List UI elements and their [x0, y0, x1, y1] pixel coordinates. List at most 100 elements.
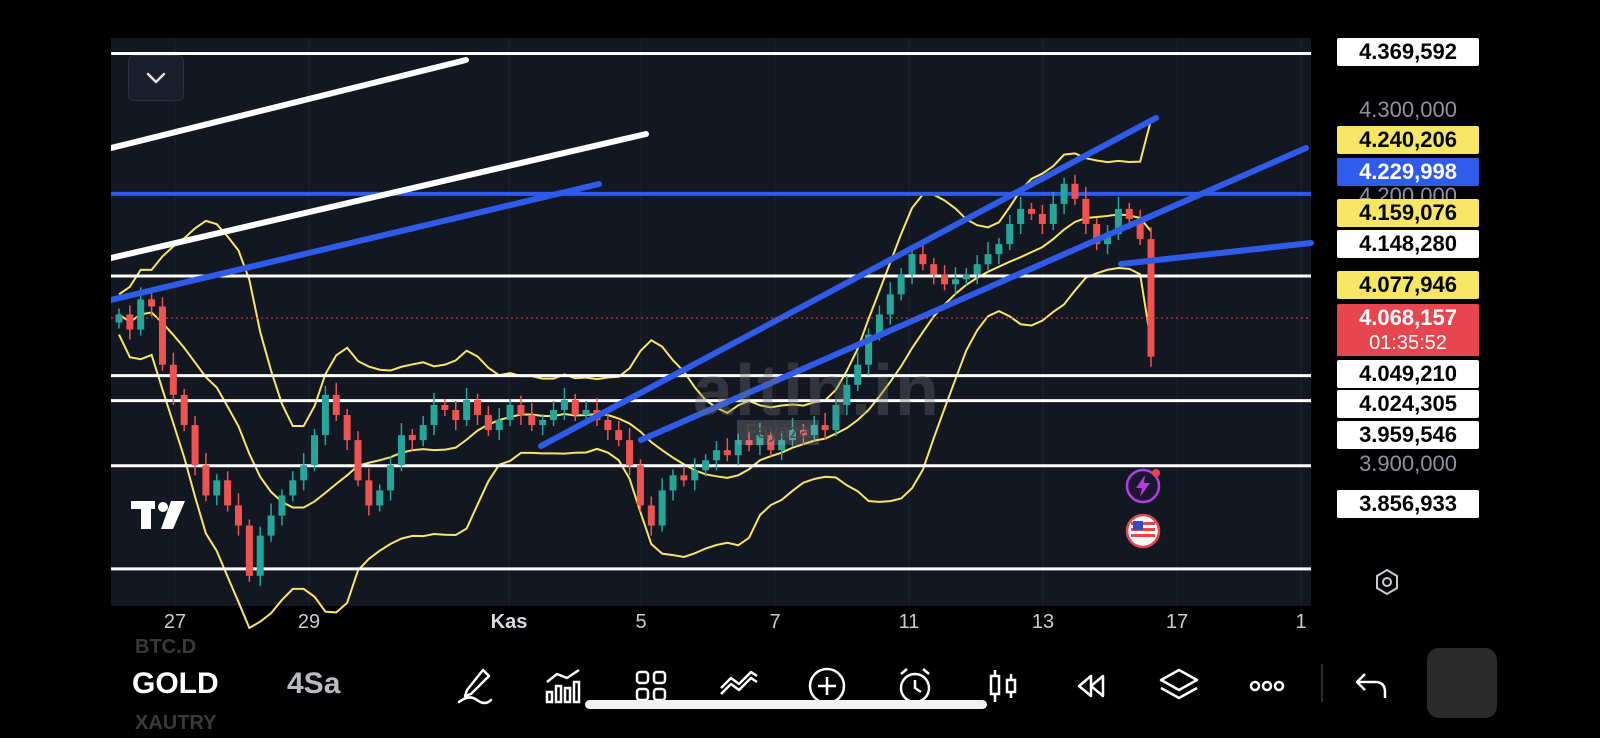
candle[interactable] — [245, 525, 253, 576]
candle[interactable] — [1104, 234, 1112, 245]
chart-settings-icon[interactable] — [1373, 568, 1401, 596]
indicators-icon[interactable] — [541, 664, 585, 708]
candle[interactable] — [539, 420, 547, 426]
candle[interactable] — [1071, 183, 1079, 199]
candle[interactable] — [213, 480, 221, 496]
candle[interactable] — [311, 435, 319, 466]
price-chart[interactable] — [111, 38, 1490, 642]
candle[interactable] — [582, 409, 590, 415]
candle[interactable] — [756, 435, 764, 446]
candle[interactable] — [615, 430, 623, 441]
candle[interactable] — [875, 314, 883, 335]
candle[interactable] — [1125, 208, 1133, 219]
bollinger-upper-band[interactable] — [118, 119, 1152, 428]
candle[interactable] — [365, 480, 373, 506]
candle[interactable] — [1038, 213, 1046, 224]
more-icon[interactable] — [1245, 664, 1289, 708]
candle[interactable] — [517, 404, 525, 415]
blue-trendline[interactable] — [638, 145, 1309, 443]
candle[interactable] — [441, 404, 449, 410]
price-tag-red[interactable]: 4.068,157 — [1337, 304, 1479, 332]
candle[interactable] — [137, 299, 145, 330]
candle[interactable] — [604, 420, 612, 431]
price-tag-yellow[interactable]: 4.159,076 — [1337, 199, 1479, 227]
price-tag-white[interactable]: 3.856,933 — [1337, 490, 1479, 518]
candle[interactable] — [550, 409, 558, 421]
candle[interactable] — [984, 254, 992, 265]
candle[interactable] — [1147, 239, 1155, 357]
price-tag-yellow[interactable]: 4.240,206 — [1337, 126, 1479, 154]
undo-icon[interactable] — [1349, 664, 1393, 708]
candle[interactable] — [169, 364, 177, 395]
candle[interactable] — [528, 414, 536, 426]
candle[interactable] — [680, 475, 688, 481]
candle[interactable] — [354, 440, 362, 481]
plot-area[interactable] — [111, 38, 1311, 606]
us-flag-event-icon[interactable] — [1125, 513, 1161, 549]
candle[interactable] — [821, 425, 829, 431]
candle[interactable] — [571, 399, 579, 415]
candle[interactable] — [463, 399, 471, 421]
candle[interactable] — [1028, 208, 1036, 214]
candle[interactable] — [908, 254, 916, 275]
candle[interactable] — [951, 279, 959, 285]
candle[interactable] — [115, 314, 123, 323]
candle[interactable] — [560, 399, 568, 410]
candle[interactable] — [930, 264, 938, 275]
candle[interactable] — [962, 274, 970, 280]
candle[interactable] — [767, 435, 775, 451]
prev-symbol-label[interactable]: BTC.D — [135, 636, 197, 658]
candle[interactable] — [473, 399, 481, 415]
white-trendline[interactable] — [111, 131, 649, 261]
collapse-legend-button[interactable] — [128, 55, 184, 101]
candle[interactable] — [778, 440, 786, 451]
candle[interactable] — [1114, 208, 1122, 235]
candle[interactable] — [723, 450, 731, 456]
candle[interactable] — [865, 334, 873, 365]
side-panel-handle[interactable] — [1427, 648, 1497, 718]
candle[interactable] — [224, 480, 232, 506]
candle[interactable] — [854, 364, 862, 385]
candle[interactable] — [789, 430, 797, 441]
price-tag-white[interactable]: 4.024,305 — [1337, 390, 1479, 418]
candle[interactable] — [843, 384, 851, 405]
candle[interactable] — [126, 314, 134, 330]
candle[interactable] — [973, 264, 981, 275]
price-tag-white[interactable]: 4.369,592 — [1337, 38, 1479, 66]
candle[interactable] — [289, 480, 297, 496]
candle[interactable] — [506, 404, 514, 421]
candle[interactable] — [387, 465, 395, 491]
white-trendline[interactable] — [111, 57, 469, 151]
candle[interactable] — [691, 470, 699, 481]
candle[interactable] — [180, 394, 188, 426]
candle[interactable] — [148, 299, 156, 307]
candle[interactable] — [995, 244, 1003, 255]
candles-icon[interactable] — [981, 664, 1025, 708]
symbol-button[interactable]: GOLD — [132, 667, 219, 700]
blue-trendline[interactable] — [538, 115, 1159, 449]
candle[interactable] — [734, 440, 742, 456]
candle[interactable] — [484, 414, 492, 431]
candle[interactable] — [1136, 218, 1144, 240]
candle[interactable] — [799, 430, 807, 436]
candle[interactable] — [452, 409, 460, 421]
candle[interactable] — [832, 404, 840, 431]
candle[interactable] — [278, 495, 286, 516]
lightning-event-icon[interactable] — [1125, 468, 1161, 504]
price-tag-blue[interactable]: 4.229,998 — [1337, 158, 1479, 186]
candle[interactable] — [658, 490, 666, 526]
candle[interactable] — [234, 505, 242, 526]
candle[interactable] — [158, 306, 166, 365]
candle[interactable] — [256, 535, 264, 576]
candle[interactable] — [495, 420, 503, 431]
blue-trendline[interactable] — [111, 181, 602, 303]
candle[interactable] — [202, 465, 210, 496]
candle[interactable] — [191, 425, 199, 466]
candle[interactable] — [397, 435, 405, 466]
candle[interactable] — [941, 274, 949, 285]
candle[interactable] — [430, 404, 438, 426]
next-symbol-label[interactable]: XAUTRY — [135, 712, 217, 734]
candle[interactable] — [1006, 223, 1014, 245]
candle[interactable] — [919, 254, 927, 265]
candle[interactable] — [1082, 198, 1090, 224]
